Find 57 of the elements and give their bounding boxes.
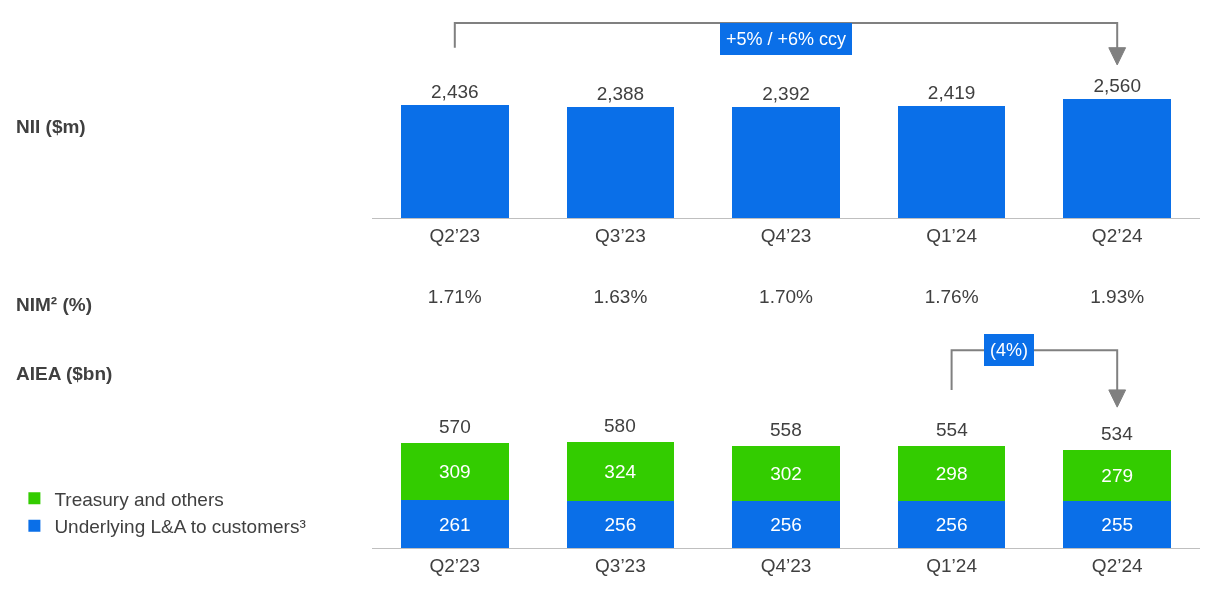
x-tick-label: Q2’24	[1091, 554, 1143, 576]
y-axis-title: NII ($m)	[16, 116, 86, 137]
bar	[566, 441, 675, 502]
x-tick-label: Q4’23	[760, 224, 812, 246]
bar	[732, 107, 840, 219]
bar	[566, 501, 675, 549]
bar	[400, 443, 509, 501]
total-label: 580	[604, 415, 636, 436]
x-tick-label: Q4’23	[760, 554, 812, 576]
x-tick-label: Q3’23	[595, 224, 646, 246]
data-label: 256	[604, 514, 637, 536]
data-label: 324	[604, 460, 637, 482]
bar	[732, 501, 840, 549]
x-tick-label: Q2’24	[1091, 224, 1143, 246]
total-label: 570	[439, 416, 471, 437]
data-label: 1.93%	[1090, 286, 1145, 308]
bar	[1063, 501, 1172, 549]
legend-label: Treasury and others	[54, 488, 224, 510]
text: NIM² (%)	[16, 294, 92, 315]
bar	[1063, 99, 1172, 219]
x-tick-label: Q1’24	[926, 554, 978, 576]
data-label: 1.71%	[427, 286, 482, 308]
legend-label: Underlying L&A to customers³	[54, 516, 306, 538]
data-label: 256	[935, 514, 968, 536]
total-label: 534	[1101, 423, 1134, 444]
data-label: 279	[1101, 465, 1134, 487]
data-label: 1.70%	[759, 286, 814, 308]
bar	[897, 501, 1006, 549]
y-axis-title: AIEA ($bn)	[16, 363, 113, 384]
data-label: 261	[438, 513, 471, 535]
total-label: 554	[936, 419, 969, 440]
bar	[897, 105, 1006, 219]
text: +5% / +6% ccy	[726, 29, 847, 49]
x-tick-label: Q1’24	[926, 224, 978, 246]
data-label: 1.63%	[593, 286, 648, 308]
bar	[566, 107, 675, 219]
data-label: 2,419	[927, 81, 976, 103]
data-label: 309	[438, 461, 471, 483]
data-label: 2,388	[596, 83, 645, 105]
total-label: 558	[770, 419, 802, 440]
text: (4%)	[990, 340, 1029, 360]
bar	[1063, 450, 1172, 502]
bar	[400, 105, 509, 219]
data-label: 2,560	[1093, 75, 1141, 97]
data-label: 302	[770, 462, 802, 484]
data-label: 2,436	[431, 81, 479, 103]
data-label: 256	[770, 514, 802, 536]
bar	[400, 500, 509, 549]
x-tick-label: Q2’23	[429, 554, 481, 576]
x-tick-label: Q2’23	[429, 224, 481, 246]
data-label: 1.76%	[924, 286, 979, 308]
bar	[732, 445, 840, 502]
x-tick-label: Q3’23	[595, 554, 646, 576]
data-label: 255	[1101, 514, 1134, 536]
data-label: 298	[935, 463, 968, 485]
data-label: 2,392	[762, 83, 810, 105]
bar	[897, 446, 1006, 502]
